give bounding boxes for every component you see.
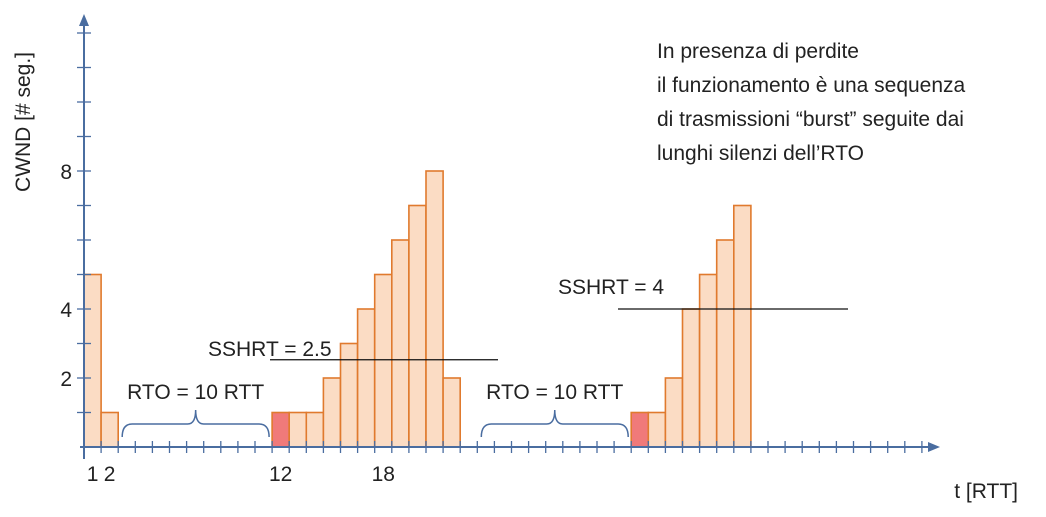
x-axis-arrow-icon xyxy=(928,442,940,452)
note-line-3: di trasmissioni “burst” seguite dai xyxy=(657,108,964,131)
x-tick-label: 12 xyxy=(269,463,292,486)
ssthresh-label: SSHRT = 2.5 xyxy=(208,338,332,361)
rto-label: RTO = 10 RTT xyxy=(486,381,623,404)
note-line-2: il funzionamento è una sequenza xyxy=(657,74,966,97)
note-line-4: lunghi silenzi dell’RTO xyxy=(657,142,864,165)
cwnd-bar xyxy=(390,239,410,448)
x-tick-label: 18 xyxy=(372,463,395,486)
cwnd-bar xyxy=(288,411,308,448)
y-tick-label: 4 xyxy=(60,299,72,322)
cwnd-bar xyxy=(732,204,752,448)
cwnd-bar xyxy=(715,239,735,448)
cwnd-bar xyxy=(373,273,393,448)
cwnd-bar xyxy=(425,170,444,448)
y-axis-label: CWND [# seg.] xyxy=(12,52,35,192)
cwnd-bar xyxy=(83,273,102,448)
cwnd-bar xyxy=(408,204,427,448)
ssthresh-label: SSHRT = 4 xyxy=(558,276,664,299)
cwnd-bar xyxy=(305,411,325,448)
cwnd-bar xyxy=(698,273,718,448)
cwnd-bar xyxy=(681,308,701,448)
x-tick-label: 2 xyxy=(104,463,116,486)
note-line-1: In presenza di perdite xyxy=(657,40,859,63)
cwnd-bar xyxy=(356,308,376,448)
y-tick-label: 8 xyxy=(60,161,72,184)
cwnd-bar xyxy=(322,377,342,448)
rto-brace xyxy=(480,409,629,438)
x-tick-label: 1 xyxy=(87,463,99,486)
y-axis-arrow-icon xyxy=(79,14,89,26)
cwnd-bar xyxy=(442,377,462,448)
cwnd-bar xyxy=(339,342,359,448)
lost-segment-bar xyxy=(271,411,291,448)
rto-label: RTO = 10 RTT xyxy=(127,381,264,404)
y-tick-label: 2 xyxy=(60,368,72,391)
lost-segment-bar xyxy=(630,411,650,448)
cwnd-bar xyxy=(100,411,119,448)
cwnd-bar xyxy=(647,411,667,448)
rto-brace xyxy=(121,409,270,438)
x-axis-label: t [RTT] xyxy=(954,480,1018,503)
cwnd-bar xyxy=(664,377,684,448)
